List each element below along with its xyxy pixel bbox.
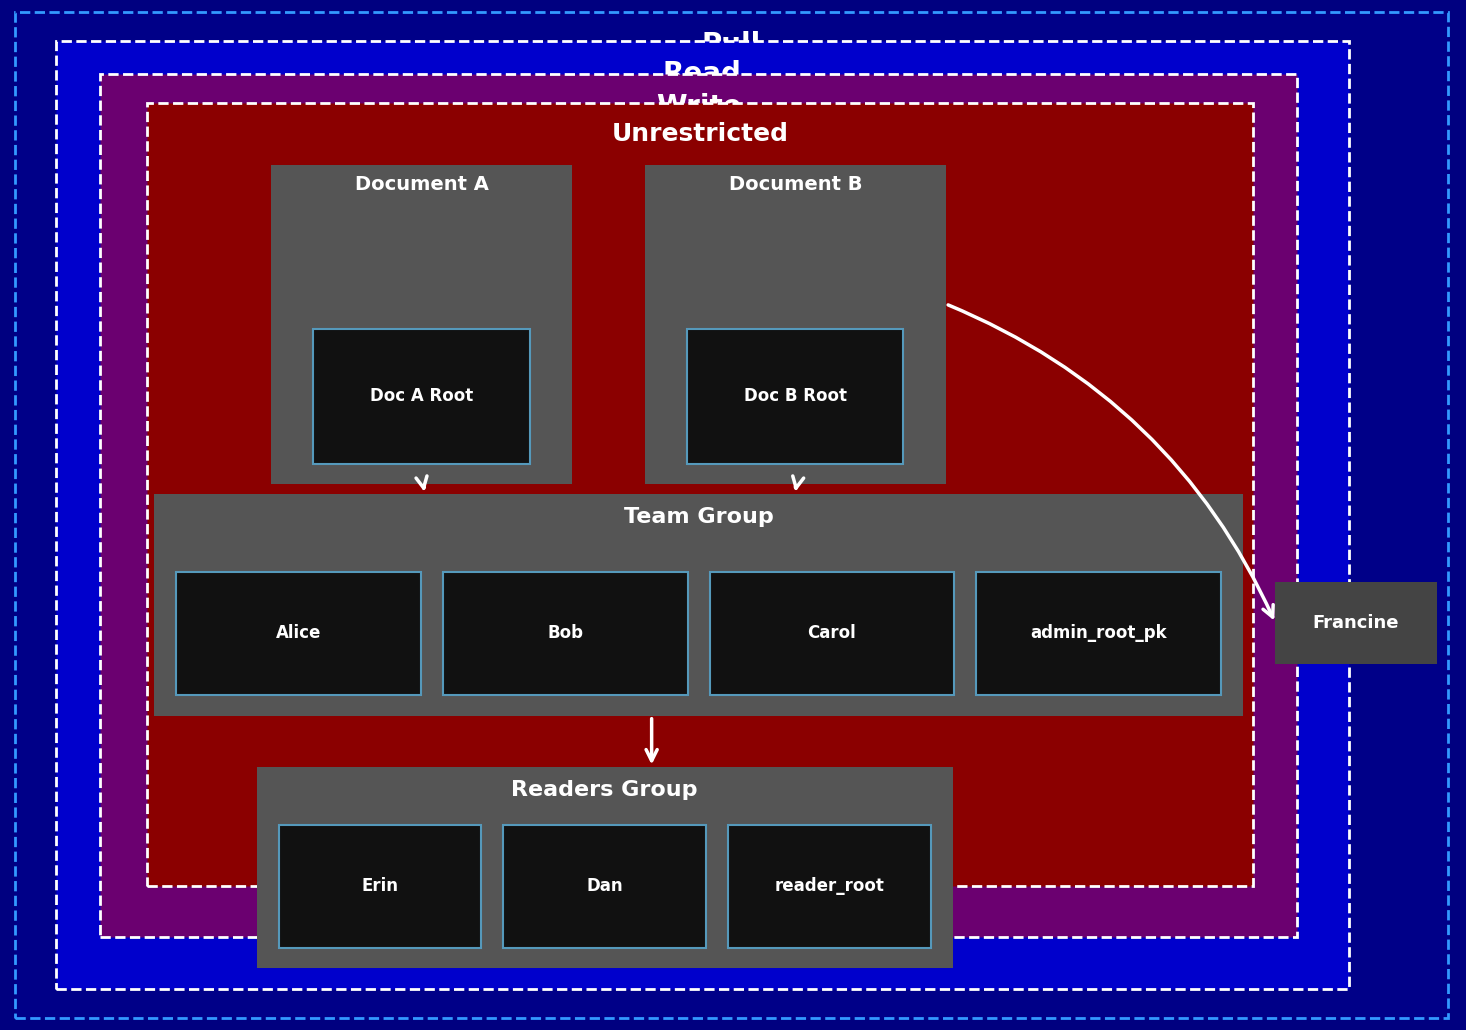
Bar	[154, 494, 1243, 716]
Bar	[314, 330, 529, 464]
Bar	[279, 825, 481, 948]
Bar	[645, 165, 946, 484]
Text: Unrestricted: Unrestricted	[611, 122, 789, 145]
Bar	[729, 825, 931, 948]
Text: Team Group: Team Group	[623, 507, 774, 526]
Bar	[688, 330, 903, 464]
Text: Doc A Root: Doc A Root	[369, 387, 474, 406]
Bar	[257, 767, 953, 968]
Text: Write: Write	[655, 93, 742, 121]
Text: Francine: Francine	[1312, 614, 1400, 632]
Bar	[1275, 582, 1437, 664]
Bar	[503, 825, 707, 948]
Text: Alice: Alice	[276, 624, 321, 643]
Text: Carol: Carol	[808, 624, 856, 643]
Text: Dan: Dan	[586, 878, 623, 895]
Text: Document A: Document A	[355, 175, 488, 194]
Text: reader_root: reader_root	[774, 878, 884, 895]
Bar	[443, 572, 688, 695]
Text: Readers Group: Readers Group	[512, 780, 698, 799]
Bar	[710, 572, 954, 695]
Bar	[271, 165, 572, 484]
Bar	[56, 41, 1349, 989]
Bar	[100, 74, 1297, 937]
Text: admin_root_pk: admin_root_pk	[1031, 624, 1167, 643]
Bar	[176, 572, 421, 695]
Bar	[976, 572, 1221, 695]
Text: Erin: Erin	[362, 878, 399, 895]
Text: Document B: Document B	[729, 175, 862, 194]
Text: Bob: Bob	[547, 624, 583, 643]
Text: Read: Read	[663, 60, 742, 88]
Text: Pull: Pull	[702, 31, 761, 59]
Bar	[147, 103, 1253, 886]
Text: Doc B Root: Doc B Root	[743, 387, 847, 406]
